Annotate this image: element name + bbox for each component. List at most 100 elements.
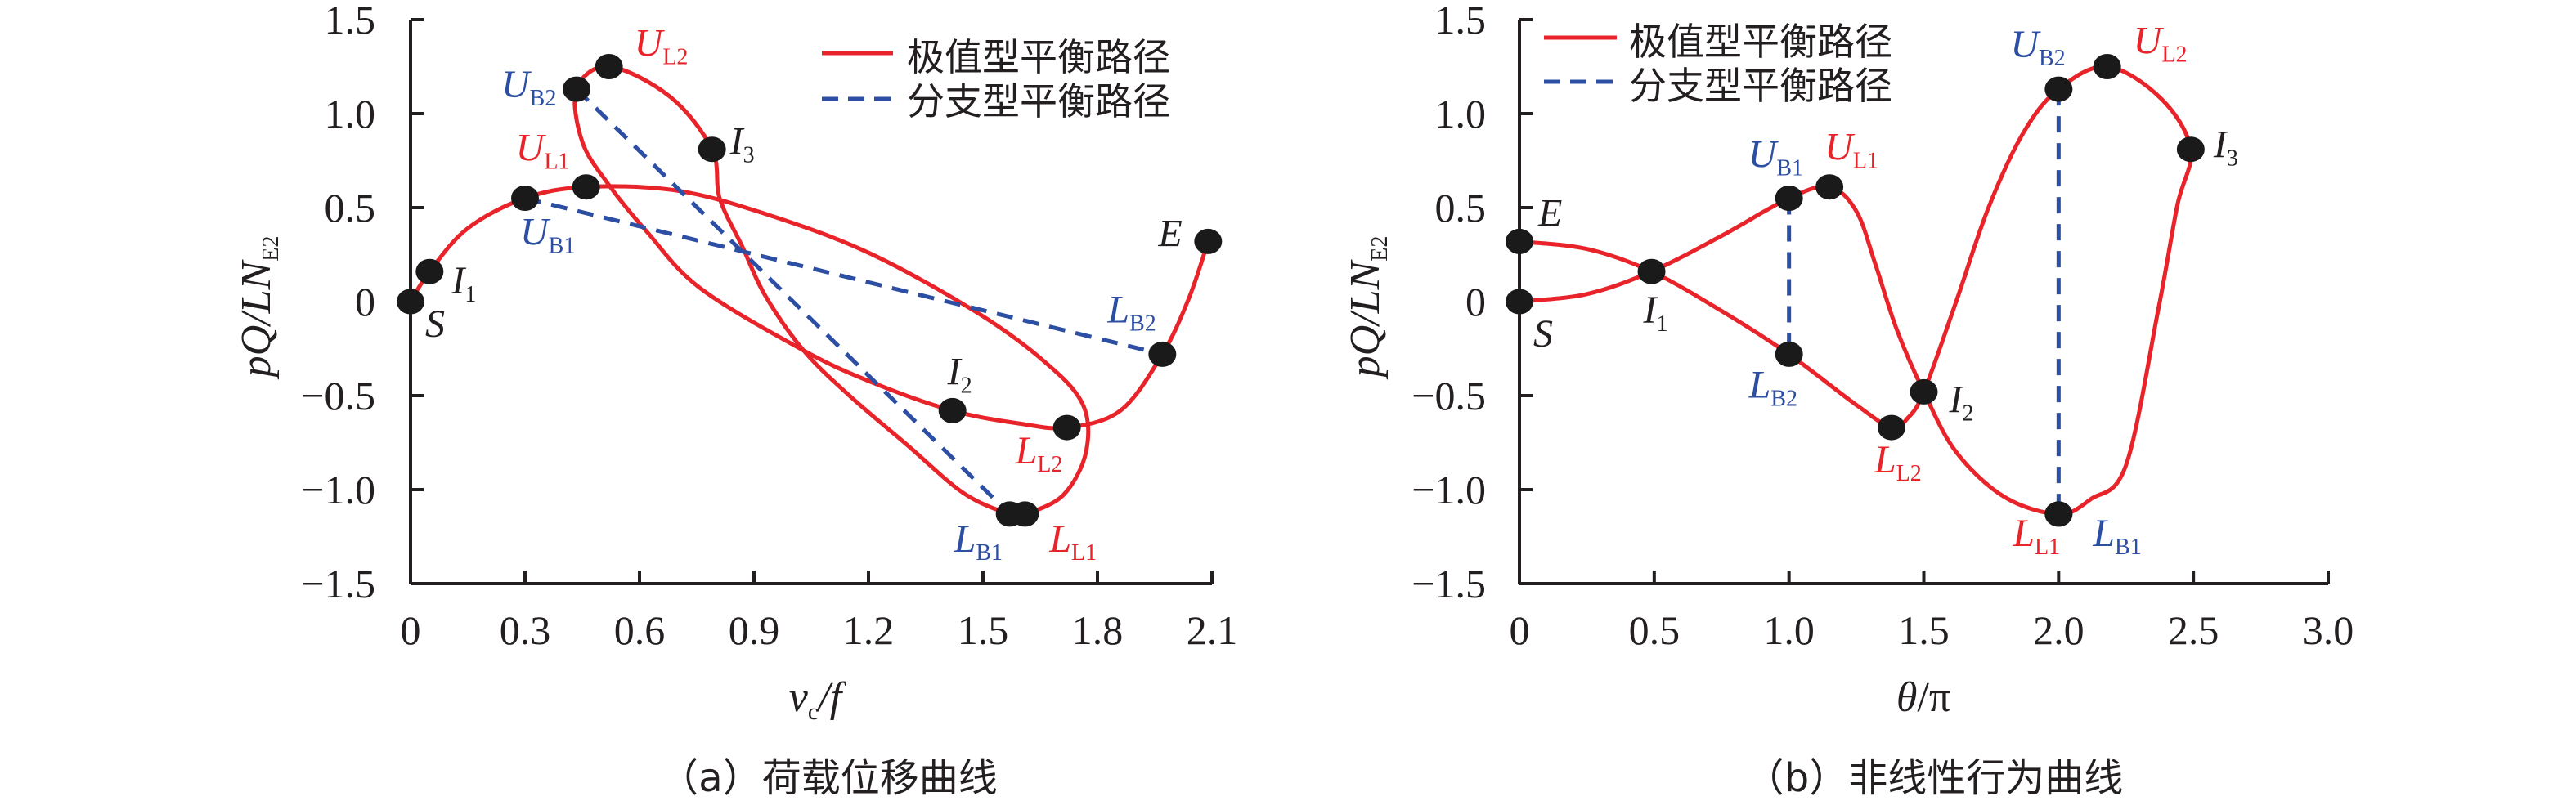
- point-label-sub: 1: [1657, 311, 1668, 337]
- point-label-main: U: [520, 211, 551, 254]
- point-label-i1: I1: [451, 259, 476, 307]
- x-axis-label-sub: c: [808, 700, 818, 725]
- point-marker-lb2: [1148, 341, 1177, 367]
- point-label-main: L: [2012, 512, 2035, 555]
- point-label-i3: I3: [729, 120, 755, 168]
- point-label-main: L: [954, 517, 976, 561]
- x-tick-label: 2.0: [2033, 607, 2085, 653]
- point-marker-ll2: [1877, 414, 1905, 441]
- point-label-ul1: UL1: [1824, 126, 1878, 174]
- point-label-sub: B2: [1129, 311, 1156, 336]
- x-tick-label: 1.5: [1898, 607, 1950, 653]
- point-label-ub1: UB1: [520, 211, 575, 259]
- point-marker-lb2: [1775, 341, 1803, 367]
- bifurcation-path-line: [524, 196, 1163, 356]
- point-label-s: S: [1533, 312, 1553, 356]
- point-label-ub1: UB1: [1748, 133, 1803, 181]
- x-axis-label-tail: /π: [1917, 674, 1950, 721]
- point-label-main: I: [729, 120, 745, 163]
- point-label-sub: L2: [1037, 452, 1062, 477]
- point-marker-ul1: [1815, 174, 1844, 200]
- point-marker-i3: [698, 136, 726, 163]
- point-label-ll1: LL1: [1048, 517, 1097, 566]
- point-marker-e: [1506, 228, 1533, 254]
- point-label-main: U: [516, 127, 547, 170]
- y-axis-label-main: pQ/LN: [233, 258, 280, 380]
- x-tick-label: 2.5: [2168, 607, 2219, 653]
- point-marker-ul1: [572, 174, 600, 200]
- legend-label-bifurcation: 分支型平衡路径: [907, 79, 1170, 123]
- point-label-sub: L1: [2035, 535, 2060, 560]
- point-label-lb1: LB1: [954, 517, 1003, 566]
- y-axis-label-main: pQ/LN: [1342, 258, 1389, 380]
- y-tick-label: −0.5: [1411, 373, 1486, 418]
- point-marker-ub2: [2044, 76, 2073, 102]
- point-label-main: U: [1748, 133, 1779, 177]
- y-axis-label-sub: E2: [258, 236, 284, 262]
- y-tick-label: 1.5: [1435, 0, 1487, 43]
- point-label-i2: I2: [1949, 378, 1974, 426]
- point-label-main: U: [635, 22, 666, 65]
- point-marker-lb1: [2044, 501, 2073, 527]
- point-marker-s: [1506, 289, 1533, 315]
- point-label-main: U: [501, 63, 532, 106]
- x-tick-label: 1.5: [958, 607, 1009, 653]
- point-marker-i2: [938, 397, 967, 423]
- point-label-e: E: [1157, 212, 1182, 255]
- point-label-main: L: [1106, 288, 1129, 331]
- x-axis-label: θ/π: [1896, 674, 1950, 721]
- point-label-sub: 2: [1962, 401, 1973, 426]
- y-tick-label: −1.0: [301, 467, 375, 512]
- point-label-ul2: UL2: [2134, 20, 2188, 68]
- point-label-main: U: [2010, 23, 2041, 66]
- legend-label-extreme: 极值型平衡路径: [907, 35, 1170, 79]
- point-label-main: L: [1748, 363, 1771, 406]
- point-label-ul1: UL1: [516, 127, 570, 175]
- y-tick-label: 1.0: [325, 91, 376, 136]
- point-label-main: I: [1643, 289, 1658, 332]
- point-marker-ub1: [511, 186, 539, 211]
- y-axis-label-sub: E2: [1367, 236, 1393, 262]
- legend-label-extreme: 极值型平衡路径: [1629, 20, 1892, 64]
- x-tick-label: 1.8: [1072, 607, 1124, 653]
- point-label-sub: 3: [743, 143, 755, 168]
- x-tick-label: 0.9: [729, 607, 780, 653]
- point-label-main: E: [1157, 212, 1182, 255]
- point-label-sub: B2: [2039, 46, 2066, 71]
- x-axis-label-main: v: [789, 674, 809, 721]
- panel-nonlinear-behavior: 1.5 1.0 0.5 0 −0.5 −1.0 −1.5 0 0.5 1.0 1.5 2.0 2.5 3.…: [1342, 0, 2354, 801]
- point-label-main: I: [2213, 123, 2228, 167]
- point-label-main: L: [1015, 429, 1038, 472]
- point-label-i1: I1: [1643, 289, 1668, 337]
- x-tick-label: 0.5: [1629, 607, 1681, 653]
- point-marker-ub2: [563, 76, 590, 102]
- point-label-main: S: [425, 302, 445, 346]
- point-label-i2: I2: [947, 350, 972, 398]
- y-tick-label: 1.0: [1435, 91, 1487, 136]
- point-label-s: S: [425, 302, 445, 346]
- x-tick-label: 0.6: [614, 607, 666, 653]
- point-label-main: U: [2134, 20, 2165, 63]
- point-label-main: U: [1824, 126, 1856, 169]
- point-label-sub: B1: [976, 540, 1003, 566]
- point-label-main: I: [451, 259, 466, 302]
- x-tick-label: 0.3: [500, 607, 551, 653]
- y-axis-label: pQ/LNE2: [233, 236, 284, 381]
- y-tick-label: 1.5: [325, 0, 376, 43]
- point-label-sub: L1: [1071, 540, 1097, 566]
- point-label-main: L: [1874, 438, 1896, 481]
- point-label-sub: L2: [1896, 461, 1922, 486]
- y-tick-label: −1.5: [1411, 561, 1486, 606]
- point-label-sub: L2: [2161, 43, 2187, 68]
- point-label-sub: B1: [549, 234, 576, 259]
- bifurcation-path-line: [575, 87, 1012, 516]
- point-label-main: I: [947, 350, 963, 393]
- point-marker-ul2: [595, 54, 623, 79]
- x-tick-label: 1.0: [1763, 607, 1815, 653]
- y-tick-label: 0: [1465, 279, 1486, 324]
- point-label-e: E: [1537, 191, 1562, 235]
- y-tick-label: 0.5: [325, 185, 376, 230]
